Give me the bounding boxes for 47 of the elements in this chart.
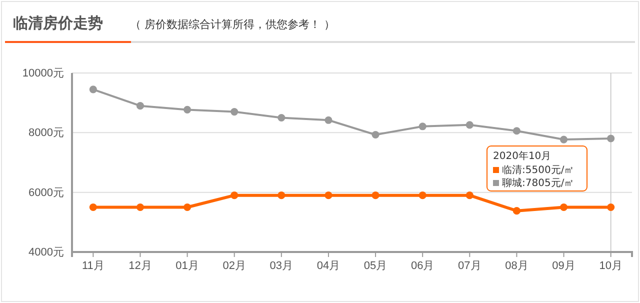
chart-title: 临清房价走势 [13,14,103,32]
point [418,192,426,200]
x-tick-label: 09月 [552,260,576,272]
point [466,121,474,129]
x-tick-label: 02月 [222,260,246,272]
point [372,130,380,139]
y-tick-label: 6000元 [28,186,64,199]
point [560,136,568,144]
point [512,207,520,215]
x-tick-label: 04月 [316,260,340,272]
point [136,203,144,212]
y-tick-label: 8000元 [28,127,64,140]
point [512,127,520,135]
legend-label: 聊城 [502,177,522,189]
x-tick-label: 01月 [176,260,199,272]
point [607,203,615,212]
x-tick-label: 05月 [364,260,388,272]
x-tick-label: 12月 [128,260,152,272]
legend-label: 临清 [502,164,522,176]
x-tick-label: 06月 [410,260,434,272]
x-tick-label: 03月 [270,260,294,272]
point [230,108,238,116]
point [560,203,568,212]
x-tick-label: 07月 [458,260,482,272]
annotation: :7805元/㎡ [522,178,574,189]
point [278,192,286,200]
chart-subtitle: （ 房价数据综合计算所得，供您参考！ ） [130,18,335,31]
x-tick-label: 11月 [82,260,104,272]
x-tick-label: 08月 [505,260,528,272]
point [184,106,192,114]
point [89,203,97,212]
point [184,203,192,212]
point [278,114,286,122]
point [89,86,97,94]
point [324,116,332,124]
point [418,122,426,130]
point [372,192,380,200]
point [136,102,144,110]
y-tick-label: 10000元 [22,68,64,80]
y-tick-label: 4000元 [28,246,64,259]
point [324,192,332,200]
point [607,134,615,142]
legend-title: 2020年10月 [493,150,552,162]
annotation: :5500元/㎡ [522,165,574,176]
x-tick-label: 10月 [599,260,622,272]
point [466,192,474,200]
point [230,192,238,200]
